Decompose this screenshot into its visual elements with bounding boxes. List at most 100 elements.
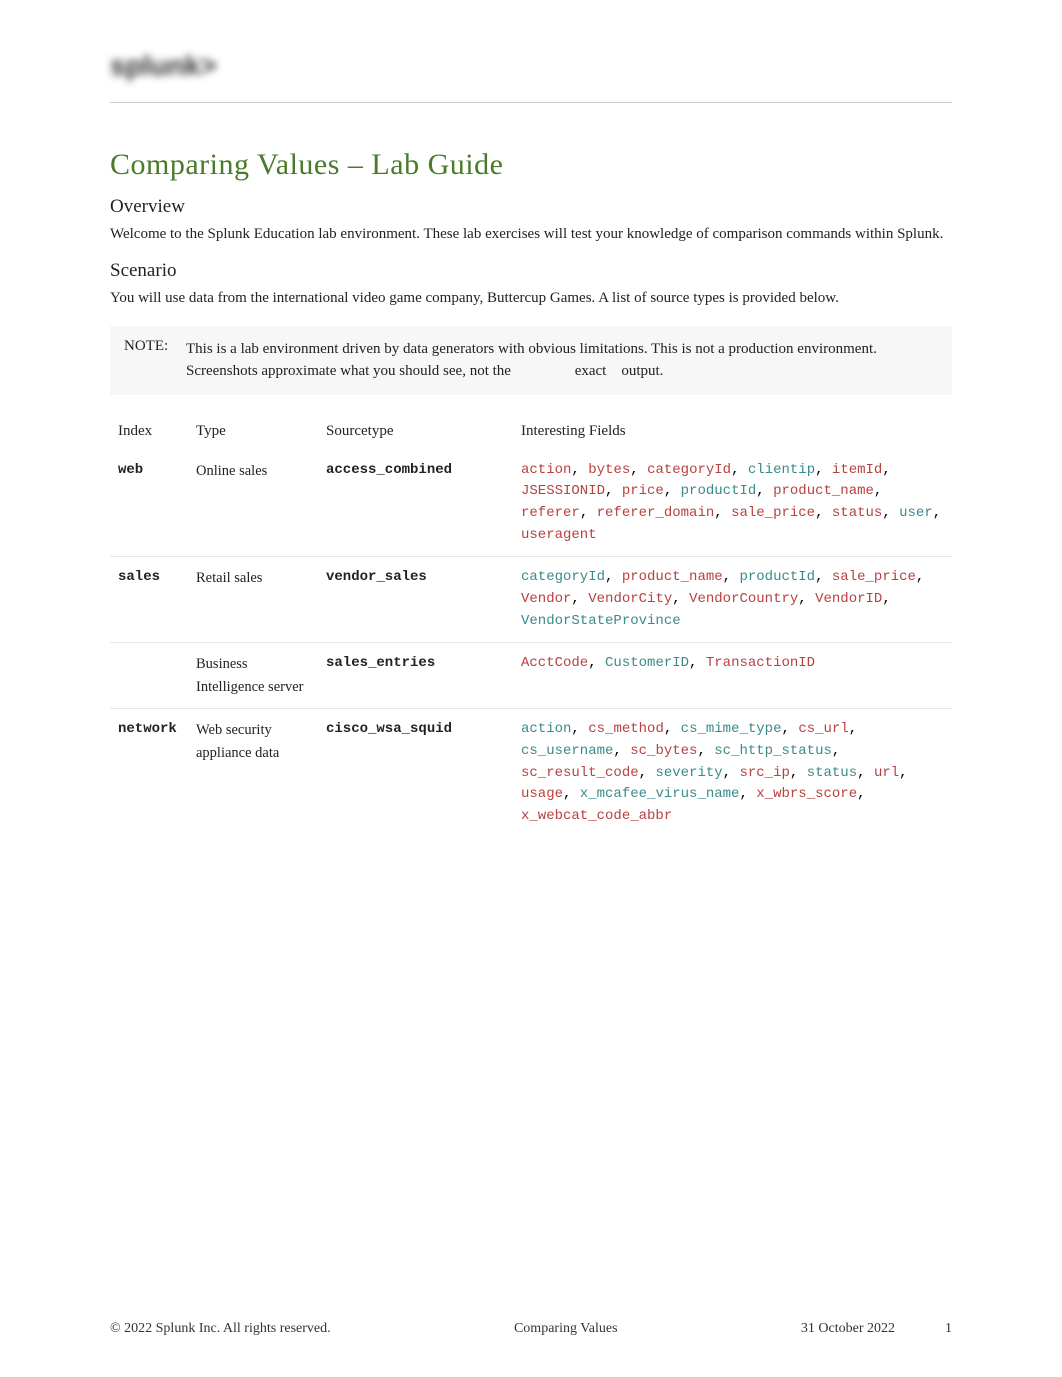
- field-token: sale_price: [731, 505, 815, 521]
- field-token: status: [832, 505, 882, 521]
- cell-index: network: [110, 709, 188, 838]
- field-token: action: [521, 462, 571, 478]
- field-token: ,: [815, 569, 832, 585]
- header-divider: [110, 102, 952, 103]
- cell-fields: AcctCode, CustomerID, TransactionID: [513, 643, 952, 709]
- note-text: This is a lab environment driven by data…: [186, 338, 938, 383]
- field-token: ,: [815, 505, 832, 521]
- field-token: ,: [605, 569, 622, 585]
- field-token: ,: [664, 483, 681, 499]
- field-token: x_wbrs_score: [756, 786, 857, 802]
- table-row: salesRetail salesvendor_salescategoryId,…: [110, 557, 952, 643]
- cell-type: Web security appliance data: [188, 709, 318, 838]
- field-token: ,: [571, 462, 588, 478]
- field-token: sc_http_status: [714, 743, 832, 759]
- field-token: ,: [639, 765, 656, 781]
- field-token: sc_bytes: [630, 743, 697, 759]
- field-token: usage: [521, 786, 563, 802]
- cell-index: [110, 643, 188, 709]
- field-token: ,: [798, 591, 815, 607]
- table-row: networkWeb security appliance datacisco_…: [110, 709, 952, 838]
- field-token: ,: [697, 743, 714, 759]
- field-token: CustomerID: [605, 655, 689, 671]
- field-token: ,: [790, 765, 807, 781]
- field-token: severity: [655, 765, 722, 781]
- field-token: categoryId: [647, 462, 731, 478]
- field-token: ,: [580, 505, 597, 521]
- field-token: ,: [723, 765, 740, 781]
- field-token: ,: [874, 483, 882, 499]
- field-token: referer_domain: [597, 505, 715, 521]
- field-token: ,: [672, 591, 689, 607]
- th-type: Type: [188, 415, 318, 450]
- field-token: ,: [588, 655, 605, 671]
- cell-sourcetype: cisco_wsa_squid: [318, 709, 513, 838]
- overview-text: Welcome to the Splunk Education lab envi…: [110, 224, 952, 246]
- field-token: ,: [882, 591, 890, 607]
- field-token: ,: [857, 786, 865, 802]
- cell-sourcetype: access_combined: [318, 450, 513, 557]
- field-token: VendorID: [815, 591, 882, 607]
- field-token: ,: [571, 721, 588, 737]
- field-token: ,: [605, 483, 622, 499]
- field-token: productId: [739, 569, 815, 585]
- field-token: VendorStateProvince: [521, 613, 681, 629]
- field-token: productId: [681, 483, 757, 499]
- cell-type: Online sales: [188, 450, 318, 557]
- footer-right: 31 October 2022 1: [801, 1321, 952, 1337]
- field-token: sale_price: [832, 569, 916, 585]
- cell-type: Business Intelligence server: [188, 643, 318, 709]
- table-row: Business Intelligence serversales_entrie…: [110, 643, 952, 709]
- field-token: ,: [916, 569, 924, 585]
- logo: splunk>: [110, 50, 952, 82]
- field-token: price: [622, 483, 664, 499]
- field-token: cs_username: [521, 743, 613, 759]
- cell-sourcetype: sales_entries: [318, 643, 513, 709]
- overview-heading: Overview: [110, 196, 952, 218]
- field-token: ,: [723, 569, 740, 585]
- th-sourcetype: Sourcetype: [318, 415, 513, 450]
- field-token: ,: [739, 786, 756, 802]
- field-token: cs_url: [798, 721, 848, 737]
- th-index: Index: [110, 415, 188, 450]
- note-text-space: [610, 363, 618, 379]
- field-token: VendorCity: [588, 591, 672, 607]
- field-token: url: [874, 765, 899, 781]
- scenario-heading: Scenario: [110, 260, 952, 282]
- field-token: ,: [563, 786, 580, 802]
- field-token: status: [807, 765, 857, 781]
- field-token: itemId: [832, 462, 882, 478]
- field-token: ,: [714, 505, 731, 521]
- note-label: NOTE:: [124, 338, 186, 383]
- field-token: ,: [899, 765, 907, 781]
- cell-fields: action, cs_method, cs_mime_type, cs_url,…: [513, 709, 952, 838]
- note-text-exact: exact: [575, 363, 607, 379]
- field-token: x_mcafee_virus_name: [580, 786, 740, 802]
- field-token: clientip: [748, 462, 815, 478]
- field-token: VendorCountry: [689, 591, 798, 607]
- field-token: ,: [933, 505, 941, 521]
- cell-fields: action, bytes, categoryId, clientip, ite…: [513, 450, 952, 557]
- field-token: ,: [689, 655, 706, 671]
- table-row: webOnline salesaccess_combinedaction, by…: [110, 450, 952, 557]
- footer-page: 1: [945, 1321, 952, 1337]
- field-token: sc_result_code: [521, 765, 639, 781]
- footer-copyright: © 2022 Splunk Inc. All rights reserved.: [110, 1321, 331, 1337]
- footer-date: 31 October 2022: [801, 1321, 895, 1337]
- field-token: ,: [756, 483, 773, 499]
- document-title: Comparing Values – Lab Guide: [110, 148, 952, 182]
- field-token: categoryId: [521, 569, 605, 585]
- footer-title: Comparing Values: [514, 1321, 618, 1337]
- field-token: ,: [731, 462, 748, 478]
- cell-fields: categoryId, product_name, productId, sal…: [513, 557, 952, 643]
- field-token: ,: [882, 505, 899, 521]
- cell-sourcetype: vendor_sales: [318, 557, 513, 643]
- field-token: ,: [832, 743, 840, 759]
- scenario-text: You will use data from the international…: [110, 288, 952, 310]
- field-token: product_name: [622, 569, 723, 585]
- page-footer: © 2022 Splunk Inc. All rights reserved. …: [110, 1321, 952, 1337]
- field-token: src_ip: [739, 765, 789, 781]
- field-token: user: [899, 505, 933, 521]
- field-token: ,: [613, 743, 630, 759]
- cell-type: Retail sales: [188, 557, 318, 643]
